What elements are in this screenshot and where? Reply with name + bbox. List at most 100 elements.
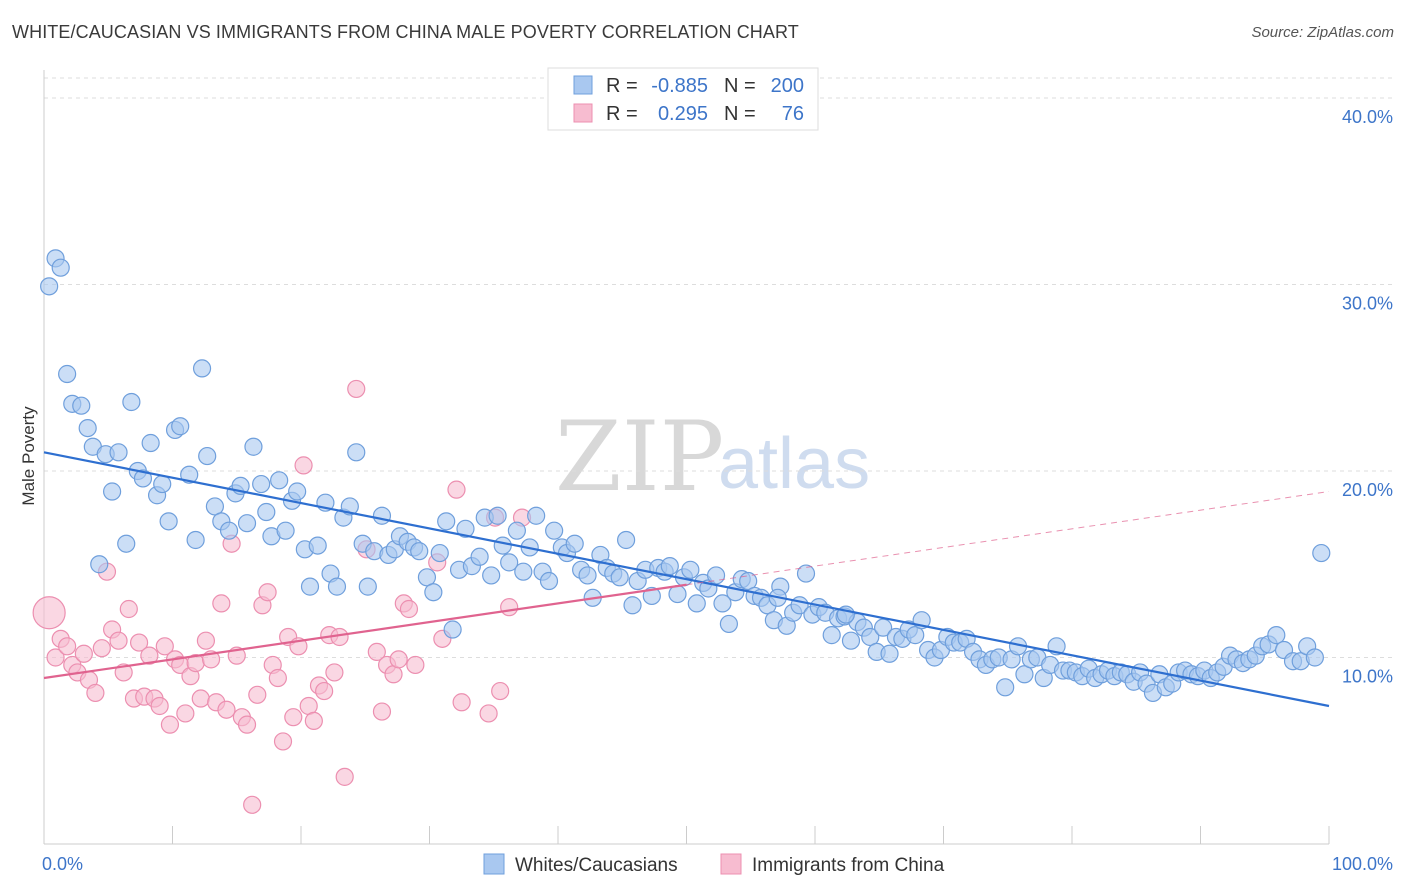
point-china xyxy=(284,708,303,727)
y-tick-label: 30.0% xyxy=(1342,293,1393,313)
bottom-legend-swatch-blue xyxy=(483,853,505,875)
point-whites xyxy=(642,586,661,606)
point-whites xyxy=(58,364,77,384)
legend-swatch-pink xyxy=(573,103,593,123)
point-whites xyxy=(288,482,307,501)
point-whites xyxy=(171,417,190,436)
bottom-legend: Whites/Caucasians Immigrants from China xyxy=(483,853,945,876)
tick-labels: 10.0% 20.0% 30.0% 40.0% 0.0% 100.0% xyxy=(42,107,1393,874)
point-whites xyxy=(90,555,109,574)
watermark: ZIP atlas xyxy=(555,401,870,513)
point-china xyxy=(491,681,510,701)
point-whites xyxy=(410,542,429,561)
watermark-zip: ZIP xyxy=(555,401,724,513)
point-china xyxy=(237,715,257,734)
point-china xyxy=(109,631,128,650)
bottom-legend-label-blue: Whites/Caucasians xyxy=(515,855,678,876)
point-china xyxy=(191,689,210,708)
point-whites xyxy=(841,631,861,650)
point-whites xyxy=(514,562,533,581)
point-whites xyxy=(141,433,160,453)
point-whites xyxy=(1305,648,1324,667)
point-whites xyxy=(78,418,97,438)
point-whites xyxy=(198,446,217,466)
point-whites xyxy=(122,392,141,412)
point-china xyxy=(406,655,425,675)
y-axis-title: Male Poverty xyxy=(19,406,38,506)
point-whites xyxy=(996,678,1015,697)
legend-r-label-0: R = xyxy=(606,75,638,97)
point-china xyxy=(74,644,93,663)
point-whites xyxy=(545,521,564,540)
point-whites xyxy=(340,497,359,516)
point-whites xyxy=(482,566,501,585)
point-whites xyxy=(713,594,732,613)
point-china xyxy=(150,696,169,716)
point-whites xyxy=(300,577,320,596)
legend: R = -0.885 N = 200 R = 0.295 N = 76 xyxy=(547,67,819,131)
point-whites xyxy=(159,512,178,531)
point-whites xyxy=(687,594,706,613)
legend-r-value-1: 0.295 xyxy=(658,103,708,125)
point-whites xyxy=(527,506,546,525)
point-whites xyxy=(109,443,128,462)
point-whites xyxy=(117,534,136,553)
point-china xyxy=(212,594,231,613)
trend-line-china-extension xyxy=(686,491,1330,586)
point-china xyxy=(479,704,498,723)
legend-n-label-1: N = xyxy=(724,103,756,125)
point-whites xyxy=(347,443,366,462)
point-china xyxy=(258,583,277,602)
point-whites xyxy=(153,474,172,494)
point-whites xyxy=(610,568,629,587)
chart-source: Source: ZipAtlas.com xyxy=(1251,24,1394,41)
point-whites xyxy=(180,465,199,484)
point-whites xyxy=(358,577,377,596)
point-china xyxy=(347,379,366,399)
legend-n-label-0: N = xyxy=(724,75,756,97)
legend-box xyxy=(547,67,819,131)
point-china xyxy=(196,631,216,650)
point-china xyxy=(452,693,471,712)
point-whites xyxy=(276,521,295,540)
point-whites xyxy=(719,614,739,634)
point-whites xyxy=(443,620,462,639)
point-china xyxy=(372,702,392,721)
bottom-legend-swatch-pink xyxy=(720,853,742,875)
point-whites xyxy=(244,437,263,456)
point-whites xyxy=(681,560,700,579)
x-tick-label-end: 100.0% xyxy=(1332,854,1393,874)
trend-lines xyxy=(43,451,1330,708)
point-china xyxy=(86,683,105,703)
point-whites xyxy=(500,553,519,572)
legend-r-value-0: -0.885 xyxy=(651,75,708,97)
x-tick-label-start: 0.0% xyxy=(42,854,83,874)
trend-line-whites xyxy=(43,451,1330,708)
point-whites xyxy=(270,471,289,490)
point-china xyxy=(389,650,408,669)
point-china xyxy=(367,642,386,661)
point-whites xyxy=(623,596,642,615)
point-whites xyxy=(424,583,443,602)
point-whites xyxy=(430,543,449,563)
point-china xyxy=(315,681,334,701)
point-china xyxy=(304,711,323,731)
legend-r-label-1: R = xyxy=(606,103,638,125)
y-tick-label: 40.0% xyxy=(1342,107,1393,127)
point-whites xyxy=(507,521,526,540)
point-whites xyxy=(488,506,507,525)
point-whites xyxy=(874,618,893,637)
point-whites xyxy=(493,536,512,555)
point-china xyxy=(160,715,180,734)
point-whites xyxy=(470,547,489,566)
point-china xyxy=(500,598,519,617)
point-whites xyxy=(186,530,205,550)
legend-swatch-blue xyxy=(573,75,593,95)
point-china xyxy=(243,795,262,814)
point-whites xyxy=(1312,543,1331,563)
point-china xyxy=(248,685,267,704)
point-whites xyxy=(40,277,59,296)
point-china xyxy=(155,637,174,656)
point-china xyxy=(92,639,111,658)
